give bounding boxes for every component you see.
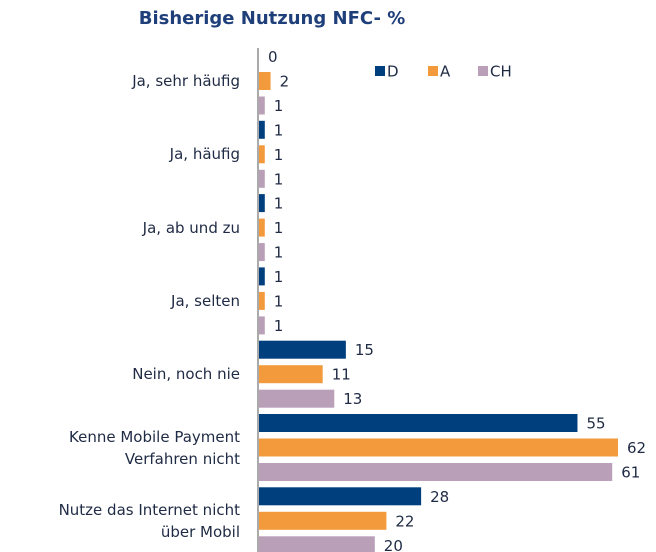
category-label: Kenne Mobile Payment Verfahren nicht <box>69 427 240 468</box>
value-label: 1 <box>274 97 284 115</box>
chart-title: Bisherige Nutzung NFC- % <box>139 8 406 29</box>
bar <box>259 438 618 457</box>
bar <box>259 316 265 335</box>
bar <box>259 243 265 262</box>
bar <box>259 72 271 90</box>
value-label: 0 <box>268 48 278 66</box>
bar <box>259 291 265 310</box>
value-label: 1 <box>274 292 284 310</box>
bar <box>259 340 346 359</box>
value-label: 1 <box>274 219 284 237</box>
legend-label: CH <box>490 63 512 81</box>
legend-swatch <box>478 66 488 76</box>
bar <box>259 120 265 139</box>
legend-label: D <box>387 63 399 81</box>
value-label: 22 <box>395 512 414 530</box>
value-label: 1 <box>274 317 284 335</box>
bar <box>259 96 265 115</box>
value-label: 61 <box>621 464 640 482</box>
value-label: 11 <box>332 366 351 384</box>
category-label: Ja, sehr häufig <box>132 72 240 90</box>
value-label: 1 <box>274 146 284 164</box>
value-label: 55 <box>586 415 605 433</box>
bar <box>259 145 265 164</box>
legend-swatch <box>375 66 385 76</box>
category-label: Nutze das Internet nicht über Mobil <box>58 500 240 541</box>
value-label: 13 <box>343 390 362 408</box>
category-label: Ja, selten <box>171 291 240 310</box>
bar <box>259 536 375 552</box>
value-label: 1 <box>274 244 284 262</box>
bar <box>259 267 265 286</box>
bar <box>259 169 265 188</box>
category-label: Nein, noch nie <box>132 365 240 384</box>
value-label: 1 <box>274 195 284 213</box>
bar <box>259 218 265 237</box>
value-label: 2 <box>280 73 290 91</box>
bar <box>259 194 265 213</box>
legend-label: A <box>440 63 451 81</box>
bar <box>259 463 613 481</box>
bar <box>259 389 335 408</box>
category-label: Ja, häufig <box>169 145 240 164</box>
legend-swatch <box>428 66 438 76</box>
bar <box>259 414 578 432</box>
bar <box>259 511 387 530</box>
value-label: 28 <box>430 488 449 506</box>
value-label: 1 <box>274 268 284 286</box>
bar <box>259 487 422 506</box>
value-label: 1 <box>274 170 284 188</box>
value-label: 1 <box>274 121 284 139</box>
category-label: Ja, ab und zu <box>142 218 240 237</box>
value-label: 15 <box>355 341 374 359</box>
value-label: 62 <box>627 439 646 457</box>
bar <box>259 365 323 384</box>
value-label: 20 <box>384 537 403 552</box>
